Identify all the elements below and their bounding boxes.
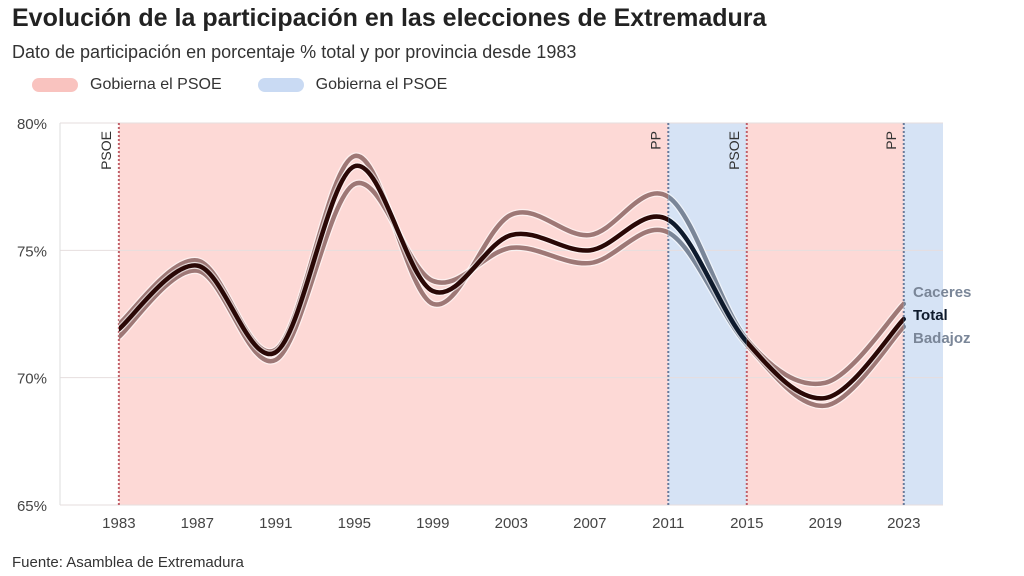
x-tick-label: 1991	[259, 515, 292, 532]
legend: Gobierna el PSOE Gobierna el PSOE	[32, 76, 483, 94]
y-tick-label: 65%	[17, 498, 47, 515]
source-note: Fuente: Asamblea de Extremadura	[12, 554, 244, 571]
y-tick-label: 75%	[17, 243, 47, 260]
government-band-pp	[668, 123, 747, 505]
x-tick-label: 2019	[809, 515, 842, 532]
legend-label: Gobierna el PSOE	[90, 76, 222, 93]
legend-swatch-pp	[257, 78, 304, 92]
chart-subtitle: Dato de participación en porcentaje % to…	[12, 42, 577, 62]
x-tick-label: 2007	[573, 515, 606, 532]
government-band-psoe	[118, 123, 669, 505]
x-tick-label: 1995	[338, 515, 371, 532]
series-label-caceres: Caceres	[913, 284, 971, 301]
y-tick-label: 80%	[17, 116, 47, 133]
chart-title: Evolución de la participación en las ele…	[12, 4, 767, 32]
x-tick-label: 2023	[887, 515, 920, 532]
x-tick-label: 2015	[730, 515, 763, 532]
y-tick-label: 70%	[17, 371, 47, 388]
x-tick-label: 2011	[652, 515, 684, 532]
series-label-badajoz: Badajoz	[913, 330, 971, 347]
legend-swatch-psoe	[32, 78, 78, 92]
government-band-pp	[903, 123, 943, 505]
legend-label: Gobierna el PSOE	[315, 76, 448, 93]
government-label: PSOE	[98, 131, 114, 170]
government-label: PSOE	[726, 131, 742, 170]
series-line-badajoz	[118, 180, 669, 364]
series-label-total: Total	[913, 307, 948, 324]
government-label: PP	[883, 131, 899, 150]
x-tick-label: 2003	[495, 515, 528, 532]
government-label: PP	[647, 131, 663, 150]
legend-item-pp: Gobierna el PSOE	[257, 76, 448, 94]
x-tick-label: 1999	[416, 515, 449, 532]
series-line-total	[746, 316, 904, 401]
x-tick-label: 1987	[181, 515, 214, 532]
x-tick-label: 1983	[102, 515, 135, 532]
legend-item-psoe: Gobierna el PSOE	[32, 76, 222, 94]
series-line-total	[118, 163, 669, 357]
government-band-psoe	[746, 123, 904, 505]
